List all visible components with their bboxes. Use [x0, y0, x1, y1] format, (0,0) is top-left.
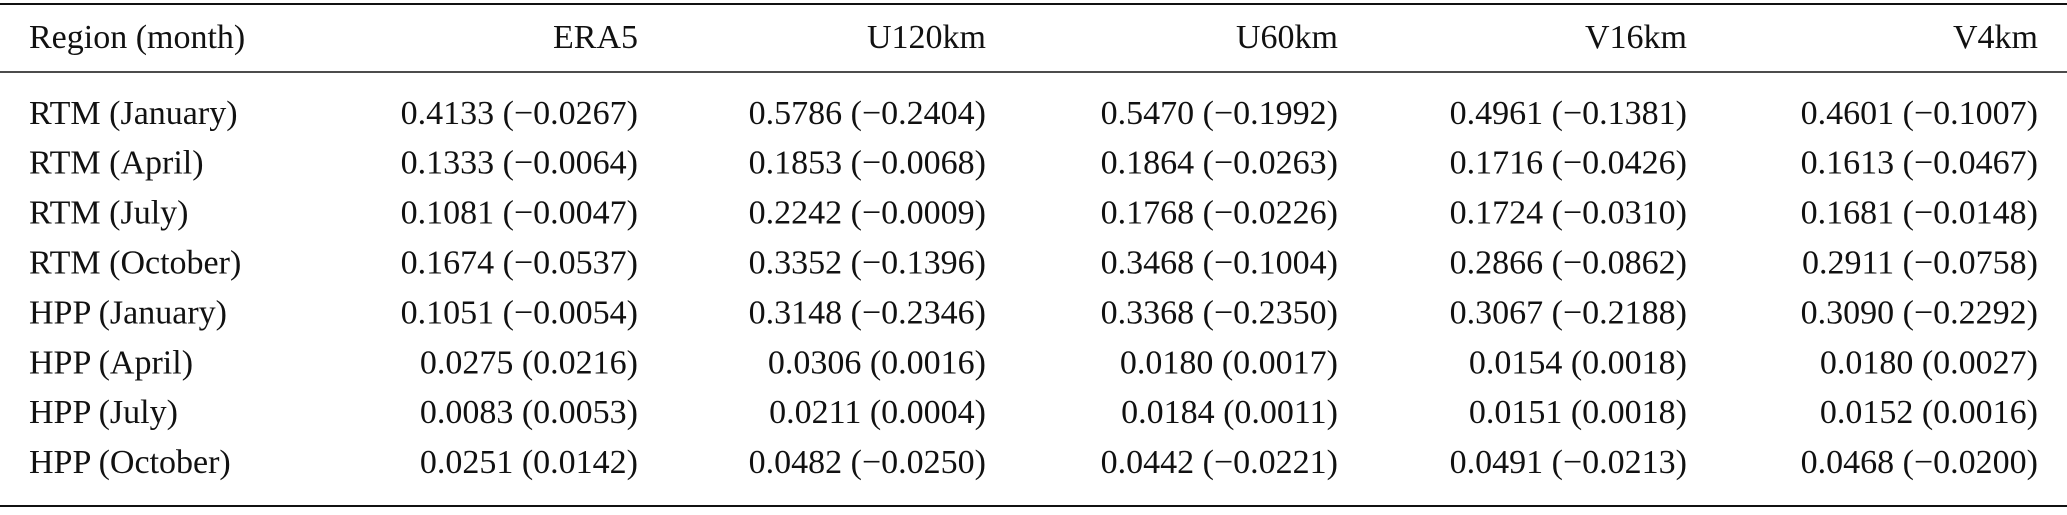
cell: 0.1674 (−0.0537) [401, 244, 638, 281]
cell: 0.1864 (−0.0263) [1101, 145, 1338, 182]
cell: 0.0491 (−0.0213) [1450, 444, 1687, 481]
cell: 0.1333 (−0.0064) [401, 145, 638, 182]
cell: 0.5786 (−0.2404) [749, 95, 986, 132]
header-cell: ERA5 [553, 19, 638, 56]
cell: 0.3090 (−0.2292) [1801, 294, 2038, 331]
cell: 0.0180 (0.0017) [1120, 344, 1338, 381]
row-label: HPP (January) [29, 294, 227, 331]
cell: 0.4133 (−0.0267) [401, 95, 638, 132]
cell: 0.0442 (−0.0221) [1101, 444, 1338, 481]
cell: 0.0251 (0.0142) [420, 444, 638, 481]
cell: 0.3368 (−0.2350) [1101, 294, 1338, 331]
cell: 0.1716 (−0.0426) [1450, 145, 1687, 182]
cell: 0.0151 (0.0018) [1469, 394, 1687, 431]
cell: 0.0482 (−0.0250) [749, 444, 986, 481]
cell: 0.1853 (−0.0068) [749, 145, 986, 182]
cell: 0.1768 (−0.0226) [1101, 195, 1338, 232]
cell: 0.0468 (−0.0200) [1801, 444, 2038, 481]
row-label: HPP (October) [29, 444, 231, 481]
cell: 0.3468 (−0.1004) [1101, 244, 1338, 281]
cell: 0.2911 (−0.0758) [1802, 244, 2038, 281]
cell: 0.0180 (0.0027) [1820, 344, 2038, 381]
cell: 0.0275 (0.0216) [420, 344, 638, 381]
cell: 0.3148 (−0.2346) [749, 294, 986, 331]
cell: 0.1081 (−0.0047) [401, 195, 638, 232]
row-label: HPP (July) [29, 394, 178, 431]
header-cell: V16km [1585, 19, 1687, 56]
row-label: RTM (October) [29, 244, 241, 281]
row-label: RTM (January) [29, 95, 238, 132]
cell: 0.1681 (−0.0148) [1801, 195, 2038, 232]
header-cell: U120km [867, 19, 986, 56]
cell: 0.3067 (−0.2188) [1450, 294, 1687, 331]
cell: 0.0083 (0.0053) [420, 394, 638, 431]
row-label: RTM (July) [29, 195, 188, 232]
row-label: RTM (April) [29, 145, 204, 182]
cell: 0.1051 (−0.0054) [401, 294, 638, 331]
header-cell: V4km [1953, 19, 2038, 56]
cell: 0.5470 (−0.1992) [1101, 95, 1338, 132]
cell: 0.0152 (0.0016) [1820, 394, 2038, 431]
cell: 0.3352 (−0.1396) [749, 244, 986, 281]
header-cell: U60km [1236, 19, 1338, 56]
cell: 0.4961 (−0.1381) [1450, 95, 1687, 132]
cell: 0.0184 (0.0011) [1121, 394, 1338, 431]
row-label: HPP (April) [29, 344, 193, 381]
cell: 0.1724 (−0.0310) [1450, 195, 1687, 232]
cell: 0.0211 (0.0004) [769, 394, 986, 431]
header-cell: Region (month) [29, 19, 245, 56]
cell: 0.2866 (−0.0862) [1450, 244, 1687, 281]
cell: 0.1613 (−0.0467) [1801, 145, 2038, 182]
cell: 0.4601 (−0.1007) [1801, 95, 2038, 132]
cell: 0.2242 (−0.0009) [749, 195, 986, 232]
cell: 0.0154 (0.0018) [1469, 344, 1687, 381]
cell: 0.0306 (0.0016) [768, 344, 986, 381]
